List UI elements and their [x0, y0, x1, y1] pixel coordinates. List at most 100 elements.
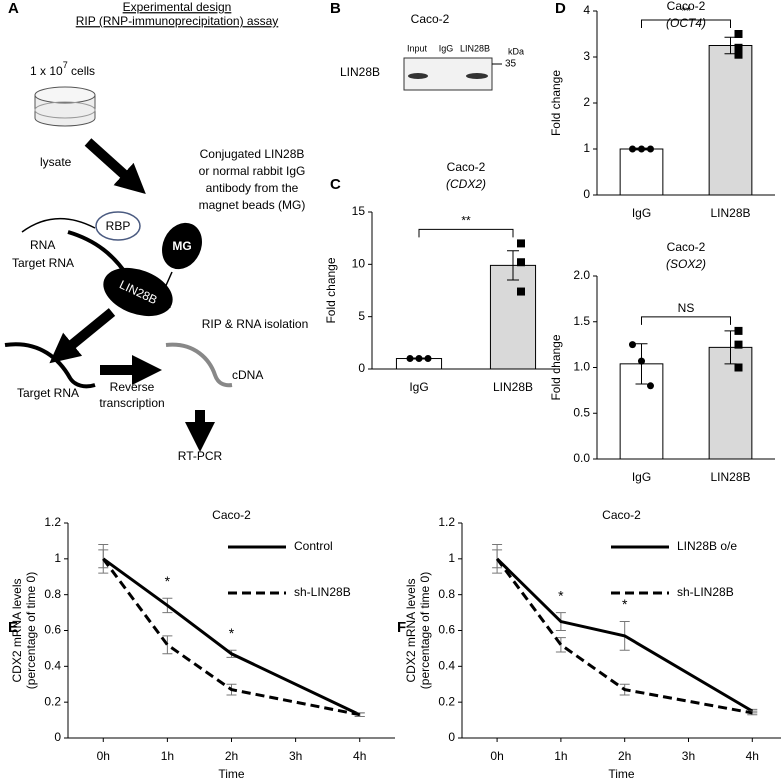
- antibody-text: Conjugated LIN28B: [200, 147, 305, 161]
- rip-label: RIP & RNA isolation: [202, 317, 309, 331]
- text: cells: [68, 64, 95, 78]
- significance-bracket: [641, 316, 731, 325]
- x-tick-label: IgG: [409, 380, 428, 394]
- data-point: [734, 50, 743, 59]
- panel-label: F: [397, 619, 406, 636]
- y-tick-label: 1: [54, 551, 61, 565]
- reverse-label: transcription: [99, 396, 164, 410]
- rtpcr-label: RT-PCR: [178, 449, 223, 463]
- chart-subtitle: (CDX2): [446, 177, 486, 191]
- cdna: [165, 342, 233, 388]
- cells-label: 1 x 107 cells: [30, 60, 95, 78]
- chart-title: Caco-2: [667, 240, 706, 254]
- data-point: [517, 239, 525, 248]
- significance-label: *: [558, 587, 564, 603]
- x-tick-label: 2h: [618, 749, 631, 763]
- lane-label: LIN28B: [460, 43, 490, 53]
- x-tick-label: LIN28B: [710, 470, 750, 484]
- y-tick-label: 0: [358, 361, 365, 375]
- cdna-label: cDNA: [232, 368, 263, 382]
- y-tick-label: 1.5: [573, 314, 590, 328]
- data-point: [734, 30, 743, 38]
- significance-label: *: [622, 596, 628, 612]
- significance-label: NS: [678, 301, 695, 315]
- data-point: [647, 382, 654, 390]
- rbp-label: RBP: [106, 219, 131, 233]
- reverse-label: Reverse: [110, 380, 155, 394]
- lane-label: Input: [407, 43, 428, 53]
- x-tick-label: 0h: [97, 749, 110, 763]
- series-line: [102, 557, 361, 717]
- rna-label: RNA: [30, 238, 55, 252]
- significance-label: **: [681, 4, 691, 18]
- error-bar: [507, 250, 519, 281]
- legend-label: LIN28B o/e: [677, 539, 737, 553]
- y-tick-label: 1.0: [573, 360, 590, 374]
- data-point: [647, 145, 654, 153]
- target-rna-label: Target RNA: [17, 386, 79, 400]
- x-tick-label: 3h: [289, 749, 302, 763]
- marker-label: 35: [505, 59, 517, 70]
- y-tick-label: 0: [54, 730, 61, 744]
- chart-title: Caco-2: [667, 0, 706, 13]
- chart-title: Caco-2: [602, 508, 641, 522]
- y-axis-label: CDX2 mRNA levels: [10, 578, 24, 682]
- y-tick-label: 1.2: [44, 515, 61, 529]
- data-point: [734, 43, 743, 52]
- antibody-text: or normal rabbit IgG: [199, 164, 306, 178]
- panel-label: D: [555, 0, 566, 17]
- y-axis-label: Fold change: [549, 70, 563, 136]
- series-line: [495, 557, 753, 715]
- x-tick-label: 4h: [353, 749, 366, 763]
- data-point: [629, 145, 636, 153]
- lin28b-protein: [103, 267, 173, 317]
- x-axis-label: Time: [608, 767, 635, 781]
- legend-label: sh-LIN28B: [294, 585, 351, 599]
- y-axis-label: (percentage of time 0): [24, 572, 38, 689]
- band: [408, 73, 428, 79]
- error-bar: [555, 637, 566, 653]
- chart: F Caco-2 0 0.2 0.4 0.6 0.8 1 1.2 CDX2 mRNA levels…: [397, 508, 781, 781]
- significance-bracket: [641, 19, 731, 28]
- x-tick-label: 0h: [490, 749, 503, 763]
- panel-label: E: [8, 619, 18, 636]
- x-tick-label: 1h: [554, 749, 567, 763]
- data-point: [638, 145, 645, 153]
- y-tick-label: 0.8: [44, 587, 61, 601]
- x-tick-label: 4h: [746, 749, 759, 763]
- y-tick-label: 0: [583, 187, 590, 201]
- blot-row-label: LIN28B: [340, 65, 380, 79]
- y-tick-label: 0.6: [438, 623, 455, 637]
- y-tick-label: 0.6: [44, 623, 61, 637]
- y-tick-label: 0.2: [44, 694, 61, 708]
- y-tick-label: 0: [448, 730, 455, 744]
- y-tick-label: 0.2: [438, 694, 455, 708]
- rbp: [95, 211, 141, 241]
- chart-subtitle: (SOX2): [666, 257, 706, 271]
- x-tick-label: 3h: [682, 749, 695, 763]
- y-tick-label: 5: [358, 309, 365, 323]
- arrow: [84, 138, 146, 195]
- series-line: [102, 557, 361, 717]
- data-point: [638, 357, 645, 365]
- y-axis-label: Fold change: [324, 257, 338, 323]
- bar: [708, 346, 753, 460]
- y-axis-label: Fold change: [549, 334, 563, 400]
- y-tick-label: 1: [583, 141, 590, 155]
- data-point: [517, 258, 525, 267]
- x-axis-label: Time: [218, 767, 245, 781]
- chart: Caco-2 (SOX2) 0.0 0.5 1.0 1.5 2.0 Fold change Ig…: [549, 240, 775, 484]
- data-point: [734, 340, 743, 349]
- data-point: [406, 355, 414, 363]
- y-tick-label: 2: [583, 95, 590, 109]
- significance-bracket: [418, 228, 514, 238]
- superscript: 7: [63, 60, 68, 70]
- y-axis-label: CDX2 mRNA levels: [404, 578, 418, 682]
- band: [466, 73, 488, 79]
- target-rna-label: Target RNA: [12, 256, 74, 270]
- data-point: [629, 341, 636, 349]
- y-tick-label: 3: [583, 49, 590, 63]
- data-point: [734, 363, 743, 372]
- y-tick-label: 1: [448, 551, 455, 565]
- significance-label: *: [165, 573, 171, 589]
